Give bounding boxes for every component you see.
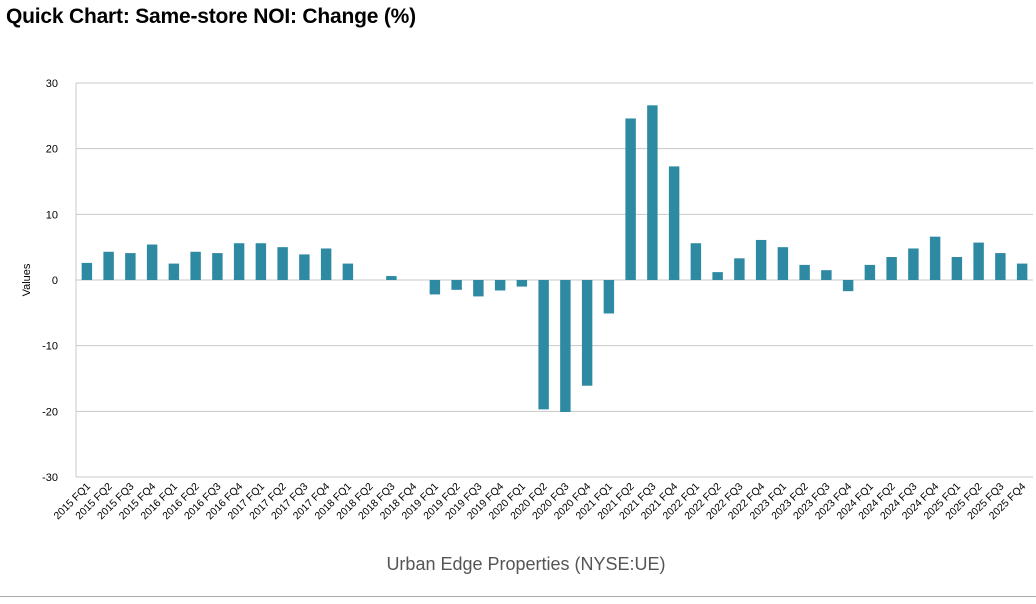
bar bbox=[842, 280, 854, 292]
bar bbox=[212, 253, 223, 280]
bar bbox=[712, 272, 723, 280]
bar bbox=[190, 251, 201, 280]
bar bbox=[168, 263, 180, 280]
bar bbox=[864, 264, 876, 280]
y-axis-label: Values bbox=[21, 263, 33, 296]
bar bbox=[429, 280, 441, 295]
bar bbox=[886, 257, 897, 280]
bottom-divider bbox=[0, 596, 1036, 597]
bar bbox=[81, 262, 93, 280]
bar bbox=[473, 280, 484, 297]
bar bbox=[320, 248, 332, 280]
bars bbox=[81, 105, 1028, 412]
bar bbox=[494, 280, 506, 291]
y-tick-label: 30 bbox=[46, 78, 58, 90]
y-tick-label: -10 bbox=[42, 341, 58, 353]
bar bbox=[995, 253, 1006, 280]
bar bbox=[821, 270, 832, 280]
bar bbox=[908, 248, 919, 280]
bar bbox=[668, 166, 680, 280]
bar bbox=[451, 280, 462, 290]
bar bbox=[647, 105, 658, 281]
bar bbox=[603, 280, 615, 314]
y-tick-label: 0 bbox=[52, 275, 58, 287]
y-tick-label: 10 bbox=[46, 209, 58, 221]
bar bbox=[1016, 263, 1028, 280]
y-tick-label: 20 bbox=[46, 144, 58, 156]
bar bbox=[103, 251, 114, 280]
bar bbox=[386, 276, 397, 280]
chart-title: Quick Chart: Same-store NOI: Change (%) bbox=[6, 5, 416, 28]
x-axis-label: Urban Edge Properties (NYSE:UE) bbox=[386, 554, 665, 574]
bar bbox=[516, 280, 528, 287]
bar bbox=[233, 243, 245, 280]
bar bbox=[538, 280, 549, 410]
bar bbox=[625, 118, 636, 281]
bar bbox=[277, 247, 288, 280]
bar bbox=[690, 243, 702, 280]
bar bbox=[299, 254, 310, 280]
bar bbox=[581, 280, 593, 386]
bar bbox=[560, 280, 571, 412]
bar bbox=[734, 258, 745, 280]
bar bbox=[755, 239, 767, 280]
bar bbox=[777, 247, 789, 280]
bar bbox=[125, 253, 136, 280]
bar bbox=[973, 242, 984, 280]
bar bbox=[929, 236, 941, 280]
y-tick-label: -30 bbox=[42, 472, 58, 484]
bar bbox=[146, 244, 158, 280]
bar bbox=[951, 257, 963, 280]
bar bbox=[342, 263, 354, 280]
bar bbox=[255, 243, 267, 280]
y-tick-label: -20 bbox=[42, 406, 58, 418]
y-tick-labels: 30 20 10 0 -10 -20 -30 bbox=[42, 78, 58, 484]
bar bbox=[799, 264, 810, 280]
